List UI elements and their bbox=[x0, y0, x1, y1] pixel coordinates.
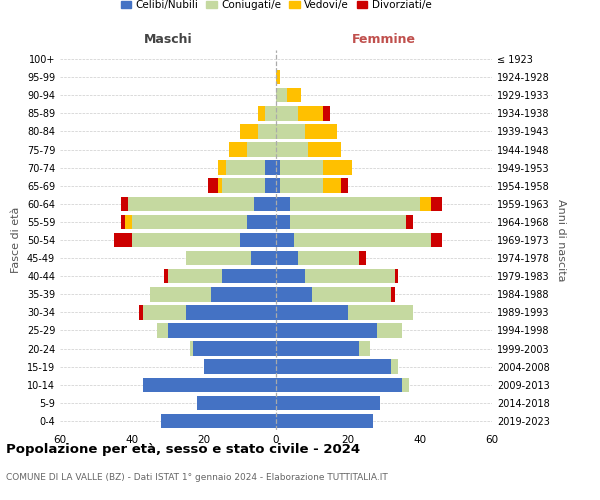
Bar bbox=[229, 142, 247, 157]
Bar bbox=[197, 396, 276, 410]
Bar bbox=[240, 233, 276, 247]
Bar bbox=[280, 178, 323, 193]
Bar bbox=[157, 323, 168, 338]
Bar bbox=[168, 269, 222, 283]
Bar bbox=[391, 360, 398, 374]
Bar bbox=[359, 342, 370, 356]
Bar bbox=[150, 287, 211, 302]
Bar bbox=[294, 233, 431, 247]
Bar bbox=[402, 378, 409, 392]
Bar bbox=[121, 196, 128, 211]
Bar bbox=[186, 251, 251, 266]
Bar bbox=[377, 323, 402, 338]
Bar bbox=[240, 124, 258, 138]
Bar bbox=[431, 196, 442, 211]
Bar bbox=[276, 160, 280, 175]
Bar bbox=[305, 269, 395, 283]
Bar bbox=[431, 233, 442, 247]
Bar bbox=[265, 178, 276, 193]
Bar bbox=[276, 70, 280, 84]
Bar bbox=[323, 178, 341, 193]
Bar bbox=[121, 214, 125, 229]
Bar bbox=[341, 178, 348, 193]
Bar bbox=[164, 269, 168, 283]
Bar bbox=[276, 196, 290, 211]
Bar bbox=[218, 178, 222, 193]
Bar bbox=[276, 305, 348, 320]
Bar bbox=[211, 287, 276, 302]
Bar bbox=[290, 196, 420, 211]
Bar bbox=[132, 233, 240, 247]
Bar bbox=[395, 269, 398, 283]
Bar bbox=[280, 160, 323, 175]
Bar bbox=[186, 305, 276, 320]
Bar bbox=[190, 342, 193, 356]
Bar bbox=[125, 214, 132, 229]
Bar bbox=[287, 88, 301, 102]
Bar bbox=[168, 323, 276, 338]
Bar bbox=[276, 396, 380, 410]
Bar bbox=[139, 305, 143, 320]
Bar bbox=[218, 160, 226, 175]
Text: Popolazione per età, sesso e stato civile - 2024: Popolazione per età, sesso e stato civil… bbox=[6, 442, 360, 456]
Bar bbox=[265, 160, 276, 175]
Legend: Celibi/Nubili, Coniugati/e, Vedovi/e, Divorziati/e: Celibi/Nubili, Coniugati/e, Vedovi/e, Di… bbox=[116, 0, 436, 14]
Bar bbox=[298, 251, 359, 266]
Bar bbox=[312, 287, 391, 302]
Bar bbox=[406, 214, 413, 229]
Bar bbox=[276, 233, 294, 247]
Bar bbox=[222, 269, 276, 283]
Bar bbox=[128, 196, 254, 211]
Y-axis label: Anni di nascita: Anni di nascita bbox=[556, 198, 566, 281]
Text: Femmine: Femmine bbox=[352, 34, 416, 46]
Bar bbox=[323, 160, 352, 175]
Bar bbox=[298, 106, 323, 120]
Bar bbox=[193, 342, 276, 356]
Bar bbox=[143, 305, 186, 320]
Bar bbox=[276, 214, 290, 229]
Bar bbox=[204, 360, 276, 374]
Bar bbox=[276, 323, 377, 338]
Bar bbox=[276, 378, 402, 392]
Bar bbox=[276, 124, 305, 138]
Y-axis label: Fasce di età: Fasce di età bbox=[11, 207, 21, 273]
Bar bbox=[161, 414, 276, 428]
Bar bbox=[226, 160, 265, 175]
Bar bbox=[276, 287, 312, 302]
Bar bbox=[143, 378, 276, 392]
Bar bbox=[132, 214, 247, 229]
Bar bbox=[258, 106, 265, 120]
Bar bbox=[251, 251, 276, 266]
Bar bbox=[276, 269, 305, 283]
Text: Maschi: Maschi bbox=[143, 34, 193, 46]
Bar bbox=[323, 106, 330, 120]
Bar bbox=[391, 287, 395, 302]
Bar bbox=[359, 251, 366, 266]
Bar bbox=[420, 196, 431, 211]
Bar bbox=[276, 251, 298, 266]
Bar bbox=[276, 106, 298, 120]
Bar bbox=[254, 196, 276, 211]
Bar bbox=[276, 88, 287, 102]
Bar bbox=[114, 233, 132, 247]
Bar bbox=[308, 142, 341, 157]
Bar bbox=[276, 360, 391, 374]
Bar bbox=[258, 124, 276, 138]
Bar bbox=[222, 178, 265, 193]
Bar bbox=[276, 342, 359, 356]
Bar bbox=[305, 124, 337, 138]
Text: COMUNE DI LA VALLE (BZ) - Dati ISTAT 1° gennaio 2024 - Elaborazione TUTTITALIA.I: COMUNE DI LA VALLE (BZ) - Dati ISTAT 1° … bbox=[6, 472, 388, 482]
Bar bbox=[276, 142, 308, 157]
Bar bbox=[247, 214, 276, 229]
Bar bbox=[348, 305, 413, 320]
Bar bbox=[276, 414, 373, 428]
Bar bbox=[290, 214, 406, 229]
Bar bbox=[247, 142, 276, 157]
Bar bbox=[265, 106, 276, 120]
Bar bbox=[208, 178, 218, 193]
Bar bbox=[276, 178, 280, 193]
